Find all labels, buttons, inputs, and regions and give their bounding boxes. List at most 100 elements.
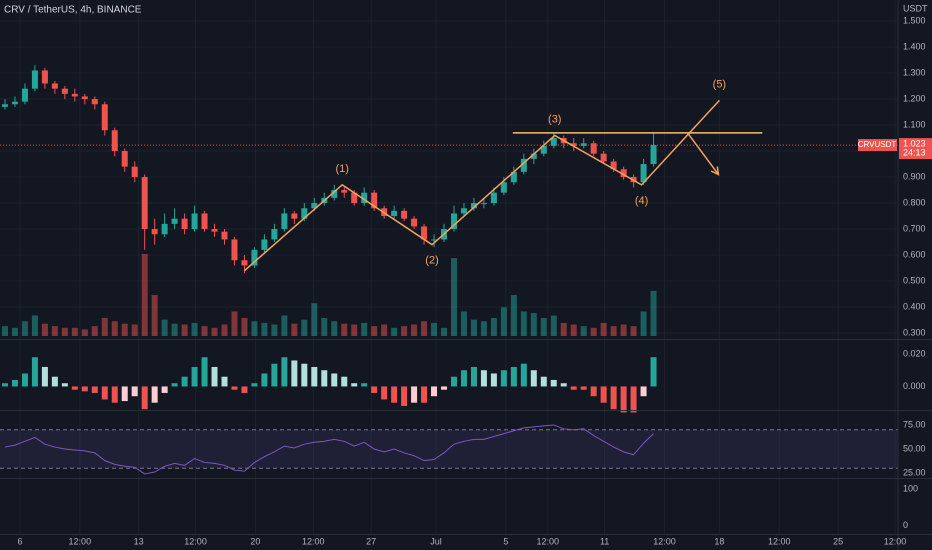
volume-bar <box>171 323 178 336</box>
histogram-bar <box>271 363 278 387</box>
volume-bar <box>231 311 238 336</box>
histogram-bar <box>341 376 348 387</box>
x-tick-label: 12:00 <box>768 536 791 546</box>
histogram-bar <box>151 386 158 403</box>
histogram-bar <box>371 386 378 393</box>
histogram-bar <box>351 383 358 387</box>
x-tick-label: 12:00 <box>184 536 207 546</box>
candle-body <box>81 96 88 100</box>
y-tick-label: 0 <box>903 520 908 530</box>
volume-bar <box>271 324 278 336</box>
histogram-bar <box>231 386 238 390</box>
candle-body <box>101 104 108 131</box>
wave-label: (5) <box>713 78 726 90</box>
candle-body <box>421 226 428 240</box>
volume-bar <box>151 295 158 336</box>
volume-bar <box>331 321 338 336</box>
y-tick-label: 1.100 <box>903 119 926 129</box>
histogram-bar <box>650 357 657 387</box>
x-tick-label: 25 <box>833 536 843 546</box>
candle-body <box>401 210 408 219</box>
candle-body <box>331 190 338 198</box>
volume-bar <box>371 326 378 336</box>
candle-body <box>121 151 128 167</box>
volume-bar <box>391 327 398 336</box>
candle-body <box>411 218 418 227</box>
candle-body <box>1 104 8 107</box>
candle-body <box>251 249 258 266</box>
histogram-bar <box>590 386 597 397</box>
candle-body <box>510 171 517 183</box>
histogram-bar <box>640 386 647 397</box>
volume-bar <box>411 324 418 336</box>
volume-bar <box>251 321 258 336</box>
candle-body <box>241 260 248 266</box>
candle-body <box>361 192 368 204</box>
volume-bar <box>630 326 637 336</box>
histogram-bar <box>61 383 68 387</box>
histogram-bar <box>490 373 497 387</box>
wave-label: (3) <box>548 113 561 125</box>
y-tick-label: 75.00 <box>903 419 926 429</box>
volume-bar <box>291 323 298 336</box>
candle-body <box>431 239 438 241</box>
arrow-head <box>710 166 720 176</box>
y-tick-label: 0.300 <box>903 327 926 337</box>
histogram-bar <box>181 376 188 387</box>
y-tick-label: 0.400 <box>903 301 926 311</box>
histogram-bar <box>470 366 477 387</box>
x-tick-label: 12:00 <box>69 536 92 546</box>
histogram-bar <box>221 376 228 387</box>
volume-bar <box>600 322 607 336</box>
candle-body <box>291 213 298 219</box>
candle-body <box>500 182 507 193</box>
volume-bar <box>450 258 457 336</box>
volume-bar <box>121 323 128 336</box>
candle-body <box>231 239 238 261</box>
histogram-bar <box>301 363 308 387</box>
histogram-bar <box>530 370 537 387</box>
volume-bar <box>570 324 577 336</box>
volume-bar <box>1 326 8 336</box>
histogram-bar <box>171 383 178 387</box>
histogram-bar <box>520 363 527 387</box>
y-tick-label: 1.200 <box>903 93 926 103</box>
candle-body <box>51 83 58 89</box>
volume-bar <box>620 324 627 336</box>
candle-body <box>540 145 547 154</box>
volume-bar <box>381 324 388 336</box>
candle-body <box>530 153 537 159</box>
candle-body <box>341 190 348 193</box>
volume-bar <box>51 326 58 336</box>
volume-bar <box>361 322 368 336</box>
candle-body <box>261 239 268 250</box>
volume-bar <box>550 315 557 336</box>
candle-body <box>141 177 148 230</box>
histogram-bar <box>281 357 288 387</box>
candle-body <box>151 229 158 235</box>
volume-bar <box>191 322 198 336</box>
histogram-bar <box>101 386 108 400</box>
volume-bar <box>510 295 517 336</box>
volume-bar <box>441 327 448 336</box>
x-tick-label: 11 <box>600 536 609 546</box>
volume-bar <box>221 324 228 336</box>
volume-bar <box>341 323 348 336</box>
histogram-bar <box>560 383 567 387</box>
candle-body <box>21 88 28 102</box>
histogram-bar <box>121 386 128 402</box>
volume-bar <box>460 311 467 336</box>
wave-label: (1) <box>336 163 349 175</box>
x-tick-label: 12:00 <box>302 536 325 546</box>
candle-body <box>580 143 587 146</box>
x-tick-label: 27 <box>366 536 376 546</box>
volume-bar <box>71 327 78 336</box>
candle-body <box>211 229 218 232</box>
histogram-bar <box>131 386 138 397</box>
candle-body <box>181 218 188 230</box>
histogram-bar <box>261 373 268 387</box>
candle-body <box>640 164 647 183</box>
volume-bar <box>311 303 318 336</box>
volume-bar <box>111 321 118 336</box>
